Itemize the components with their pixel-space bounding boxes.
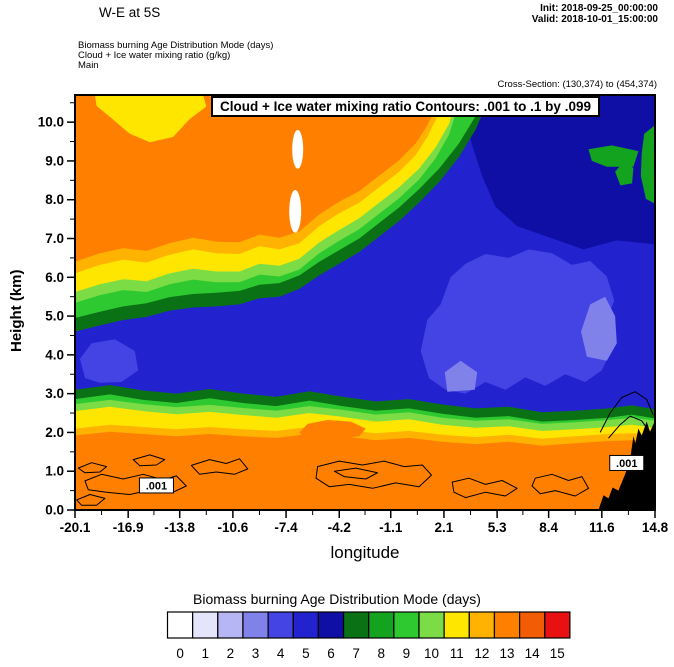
x-tick-label: -16.9	[113, 520, 144, 535]
colorbar-cell	[292, 611, 319, 639]
x-tick-label: 14.8	[642, 520, 669, 535]
x-tick-label: 5.3	[488, 520, 507, 535]
colorbar-cell	[192, 611, 219, 639]
contour-label-box	[138, 477, 174, 494]
x-axis-label: longitude	[330, 543, 400, 562]
cloud-water-contour	[451, 477, 518, 499]
cloud-water-contour	[77, 462, 108, 474]
colorbar-tick-label: 14	[525, 646, 541, 661]
cloud-water-contour	[190, 458, 249, 475]
y-tick-label: 8.0	[45, 192, 64, 207]
colorbar-tick-label: 7	[352, 646, 360, 661]
colorbar-cell	[317, 611, 345, 639]
cloud-water-contour	[84, 473, 187, 495]
y-tick-label: 6.0	[45, 270, 64, 285]
contour-label: .001	[616, 458, 637, 470]
colorbar-tick-label: 6	[327, 646, 335, 661]
colorbar-tick-label: 9	[403, 646, 411, 661]
y-tick-label: 0.0	[45, 503, 64, 518]
page-title: W-E at 5S	[99, 5, 161, 20]
white-pocket	[292, 129, 304, 169]
x-tick-label: -20.1	[60, 520, 91, 535]
colorbar-cell	[544, 611, 571, 639]
white-pocket	[289, 190, 302, 233]
contour-label-box	[609, 454, 645, 471]
cloud-water-contour	[599, 391, 654, 433]
colorbar-tick-label: 2	[227, 646, 235, 661]
y-tick-label: 10.0	[38, 115, 64, 130]
init-time: Init: 2018-09-25_00:00:00	[540, 3, 658, 14]
colorbar-cell	[418, 611, 445, 639]
cloud-water-contour	[608, 415, 651, 439]
y-tick-label: 7.0	[45, 231, 64, 246]
colorbar-tick-label: 12	[474, 646, 489, 661]
colorbar-cell	[242, 611, 269, 639]
colorbar-tick-label: 0	[176, 646, 184, 661]
central-blue-blob	[420, 249, 615, 394]
colorbar-tick-label: 10	[424, 646, 439, 661]
colorbar-cell	[166, 611, 194, 639]
colorbar-tick-label: 5	[302, 646, 310, 661]
fill-region	[75, 431, 655, 510]
y-tick-label: 9.0	[45, 153, 64, 168]
colorbar-tick-label: 1	[201, 646, 209, 661]
x-tick-label: 11.6	[589, 520, 615, 535]
y-tick-label: 3.0	[45, 386, 64, 401]
right-edge-green	[640, 125, 655, 204]
colorbar-cell	[493, 611, 521, 639]
cloud-water-contour	[333, 467, 378, 480]
colorbar-cell	[267, 611, 294, 639]
x-tick-label: -13.8	[164, 520, 195, 535]
valid-time: Valid: 2018-10-01_15:00:00	[531, 14, 658, 25]
cloud-water-contour	[315, 460, 432, 489]
contour-fill-layer: .001 .001	[75, 95, 655, 510]
y-tick-label: 1.0	[45, 464, 64, 479]
right-green-sliver	[588, 145, 639, 167]
colorbar-cell	[518, 611, 546, 639]
fill-field-name: Biomass burning Age Distribution Mode (d…	[78, 40, 274, 51]
cloud-water-contour	[76, 494, 106, 506]
cloud-water-contour	[531, 473, 589, 497]
colorbar-tick-label: 4	[277, 646, 285, 661]
x-tick-label: 8.4	[539, 520, 558, 535]
x-tick-label: -4.2	[328, 520, 351, 535]
x-tick-label: -7.4	[274, 520, 298, 535]
contour-label: .001	[146, 480, 167, 492]
colorbar-tick-label: 8	[378, 646, 386, 661]
y-tick-label: 5.0	[45, 309, 64, 324]
colorbar-cell	[342, 611, 370, 639]
contour-info-box: Cloud + Ice water mixing ratio Contours:…	[211, 96, 600, 117]
light-blue-fringe	[444, 360, 478, 392]
terrain	[598, 420, 655, 510]
y-tick-label: 2.0	[45, 425, 64, 440]
colorbar-tick-label: 13	[500, 646, 515, 661]
colorbar-title: Biomass burning Age Distribution Mode (d…	[193, 591, 481, 607]
colorbar-tick-label: 3	[252, 646, 260, 661]
colorbar-cell	[468, 611, 496, 639]
right-green-speck	[615, 162, 634, 186]
upper-right-navy	[462, 95, 655, 250]
colorbar-cell	[217, 611, 244, 639]
colorbar-tick-label: 15	[550, 646, 565, 661]
y-tick-label: 4.0	[45, 347, 64, 362]
domain-label: Main	[78, 60, 99, 71]
top-yellow-patch	[94, 95, 207, 143]
x-tick-label: 2.1	[435, 520, 454, 535]
x-tick-label: -1.1	[379, 520, 403, 535]
x-tick-label: -10.6	[217, 520, 248, 535]
colorbar-cell	[443, 611, 470, 639]
cloud-water-contour	[132, 454, 166, 467]
cross-section-coords: Cross-Section: (130,374) to (454,374)	[497, 79, 657, 90]
low-level-orange-blob	[299, 420, 366, 439]
colorbar-cell	[368, 611, 395, 639]
colorbar-cell	[393, 611, 420, 639]
colorbar-tick-label: 11	[450, 646, 464, 661]
contour-field-name: Cloud + Ice water mixing ratio (g/kg)	[78, 50, 231, 61]
y-axis-label: Height (km)	[8, 269, 25, 353]
light-blue-fringe	[581, 296, 617, 361]
left-blue-patch	[80, 339, 139, 383]
